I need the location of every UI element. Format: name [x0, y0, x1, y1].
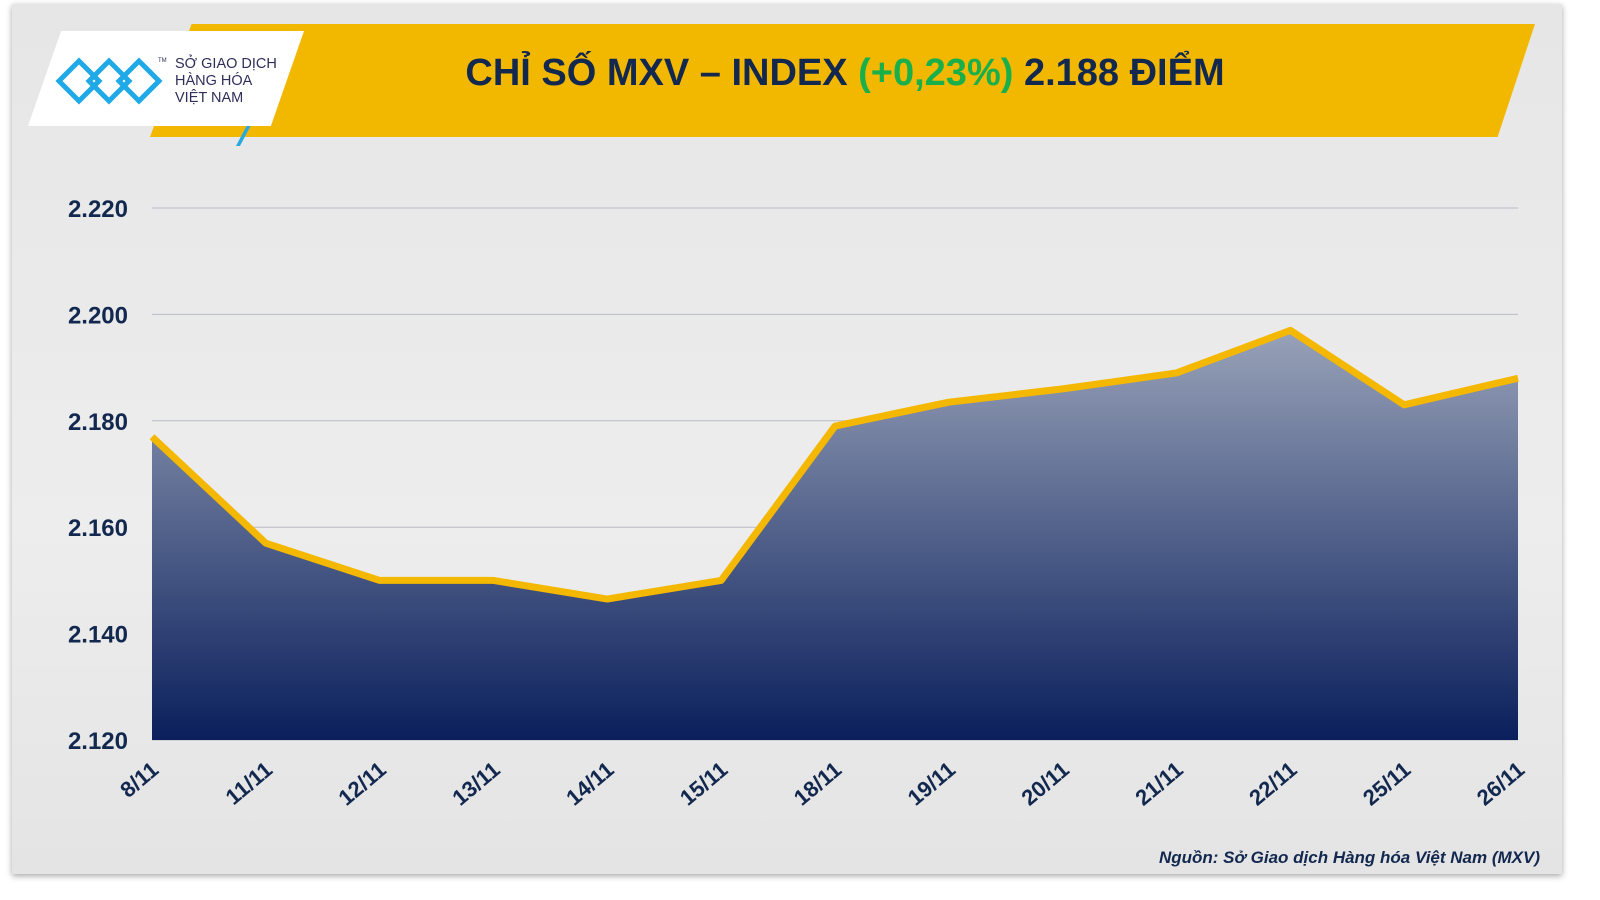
y-tick-label: 2.140	[68, 622, 128, 649]
x-tick-label: 22/11	[1244, 757, 1301, 811]
y-tick-label: 2.200	[68, 302, 128, 329]
x-tick-label: 19/11	[903, 757, 960, 811]
title-banner	[150, 24, 1535, 137]
x-tick-label: 20/11	[1017, 757, 1074, 811]
x-tick-label: 25/11	[1358, 757, 1415, 811]
logo-mark-icon	[55, 57, 163, 105]
logo-trademark: TM	[158, 58, 167, 64]
y-tick-label: 2.160	[68, 515, 128, 542]
mxv-logo	[28, 31, 304, 126]
y-tick-label: 2.180	[68, 409, 128, 436]
title-value: 2.188 ĐIỂM	[1013, 52, 1225, 94]
x-tick-label: 15/11	[675, 757, 732, 811]
source-note: Nguồn: Sở Giao dịch Hàng hóa Việt Nam (M…	[1158, 848, 1540, 867]
title-prefix: CHỈ SỐ MXV – INDEX	[465, 52, 859, 94]
x-tick-label: 12/11	[334, 757, 391, 811]
x-tick-label: 8/11	[115, 757, 163, 803]
x-tick-label: 18/11	[789, 757, 846, 811]
logo-text: SỞ GIAO DỊCH HÀNG HÓA VIỆT NAM	[175, 56, 277, 107]
logo-line: VIỆT NAM	[175, 90, 244, 106]
logo-line: HÀNG HÓA	[175, 73, 253, 89]
x-tick-label: 14/11	[561, 757, 618, 811]
change-percent: (+0,23%)	[858, 52, 1014, 94]
chart-title: CHỈ SỐ MXV – INDEX (+0,23%) 2.188 ĐIỂM	[300, 52, 1390, 95]
x-tick-label: 11/11	[221, 757, 277, 810]
logo-line: SỞ GIAO DỊCH	[175, 56, 277, 72]
y-tick-label: 2.120	[68, 728, 128, 755]
x-tick-label: 13/11	[447, 757, 504, 811]
x-tick-label: 21/11	[1130, 757, 1187, 811]
area-fill	[152, 330, 1518, 740]
x-tick-label: 26/11	[1472, 757, 1529, 811]
y-tick-label: 2.220	[68, 196, 128, 223]
